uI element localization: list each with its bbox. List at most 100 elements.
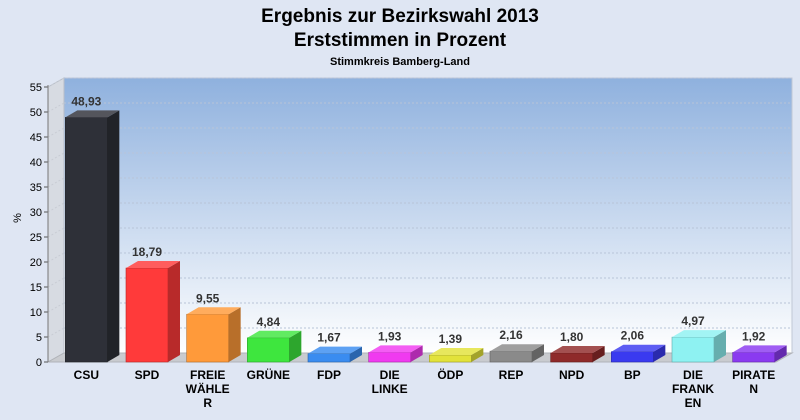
bar-top xyxy=(732,345,787,353)
value-label: 1,39 xyxy=(439,332,463,346)
bar-front xyxy=(125,267,169,363)
gridline-side xyxy=(47,202,65,213)
value-label: 18,79 xyxy=(132,245,162,259)
y-tick-label: 55 xyxy=(30,82,42,94)
category-label-line: FDP xyxy=(317,368,341,382)
bar-front xyxy=(611,351,654,363)
category-label-line: GRÜNE xyxy=(247,367,290,382)
category-label: REP xyxy=(499,368,524,382)
value-label: 9,55 xyxy=(196,291,220,305)
category-label-line: CSU xyxy=(74,368,99,382)
bar xyxy=(307,346,362,363)
y-axis-label: % xyxy=(12,213,24,223)
bar-front xyxy=(307,353,351,363)
bar-top xyxy=(65,110,120,118)
bar xyxy=(611,344,666,363)
category-label: BP xyxy=(624,368,641,382)
bar xyxy=(671,330,726,363)
bar-front xyxy=(368,352,411,363)
bar-top xyxy=(126,261,180,269)
category-label: CSU xyxy=(74,368,99,382)
chart-caption: Stimmkreis Bamberg-Land xyxy=(330,56,470,68)
plot-side-wall xyxy=(47,77,65,363)
bar-side xyxy=(714,330,726,362)
chart-subtitle: Erststimmen in Prozent xyxy=(294,30,507,51)
bar-side xyxy=(107,110,120,362)
bar xyxy=(65,110,120,363)
category-label: NPD xyxy=(559,368,585,382)
gridline-side xyxy=(47,252,65,263)
bar-front xyxy=(186,313,229,363)
category-label-line: LINKE xyxy=(372,382,408,396)
category-label: FREIE WÄHLE R xyxy=(186,368,230,410)
category-label: FDP xyxy=(317,368,341,382)
category-label-line: FREIE xyxy=(190,368,225,382)
bar xyxy=(247,330,302,363)
y-tick-label: 40 xyxy=(30,157,42,169)
value-label: 48,93 xyxy=(71,94,101,108)
value-label: 1,80 xyxy=(560,330,584,344)
bar-top xyxy=(611,344,666,352)
category-label-line: BP xyxy=(624,368,641,382)
bar xyxy=(429,348,484,363)
chart-title: Ergebnis zur Bezirkswahl 2013 xyxy=(261,6,539,27)
bar-top xyxy=(550,346,605,353)
bar xyxy=(732,345,787,363)
value-label: 2,06 xyxy=(621,329,645,343)
bar-top xyxy=(247,330,302,338)
bar-top xyxy=(672,330,726,338)
gridline-side xyxy=(47,302,65,313)
y-tick-label: 5 xyxy=(36,332,42,344)
bar xyxy=(368,345,423,363)
y-tick-label: 30 xyxy=(30,207,42,219)
bar-front xyxy=(65,117,108,363)
bar-top xyxy=(308,346,362,354)
bars xyxy=(65,110,787,363)
category-label-line: N xyxy=(749,382,758,396)
bar-front xyxy=(489,350,533,363)
gridline-side xyxy=(47,77,65,88)
value-label: 1,93 xyxy=(378,329,402,343)
gridline-side xyxy=(47,127,65,138)
value-label: 4,97 xyxy=(681,314,705,328)
y-tick-label: 35 xyxy=(30,182,42,194)
bar-side xyxy=(289,330,302,362)
bar xyxy=(186,307,241,363)
category-label-line: NPD xyxy=(559,368,585,382)
bar-side xyxy=(168,261,180,362)
category-label: PIRATE N xyxy=(732,368,775,396)
category-label-line: FRANK xyxy=(672,382,714,396)
value-labels: 48,93 18,79 9,55 4,84 1,67 1,93 1,39 2,16 1,80 2,… xyxy=(71,94,765,346)
y-tick-label: 50 xyxy=(30,107,42,119)
bar-top xyxy=(368,345,423,353)
y-tick-label: 20 xyxy=(30,257,42,269)
y-tick-label: 45 xyxy=(30,132,42,144)
category-label-line: SPD xyxy=(135,368,160,382)
category-label: SPD xyxy=(135,368,160,382)
category-label-line: DIE xyxy=(380,368,400,382)
bar-front xyxy=(550,352,593,363)
bar-front xyxy=(429,354,472,363)
category-label: DIE LINKE xyxy=(372,368,408,396)
bar-side xyxy=(228,307,241,362)
category-label: GRÜNE xyxy=(247,367,290,382)
bar-side xyxy=(653,344,666,362)
category-label: DIE FRANK EN xyxy=(672,368,714,410)
bar-top xyxy=(490,344,544,352)
gridline-side xyxy=(47,102,65,113)
bar xyxy=(125,261,180,363)
value-label: 4,84 xyxy=(257,315,281,329)
gridline-side xyxy=(47,277,65,288)
category-label-line: DIE xyxy=(683,368,703,382)
bar-side xyxy=(532,344,544,362)
gridlines xyxy=(47,77,792,338)
value-label: 1,92 xyxy=(742,329,766,343)
category-label-line: EN xyxy=(685,396,702,410)
bar-side xyxy=(350,346,362,362)
y-tick-label: 15 xyxy=(30,282,42,294)
y-tick-label: 0 xyxy=(36,357,42,369)
gridline-side xyxy=(47,152,65,163)
category-label-line: ÖDP xyxy=(437,367,463,382)
